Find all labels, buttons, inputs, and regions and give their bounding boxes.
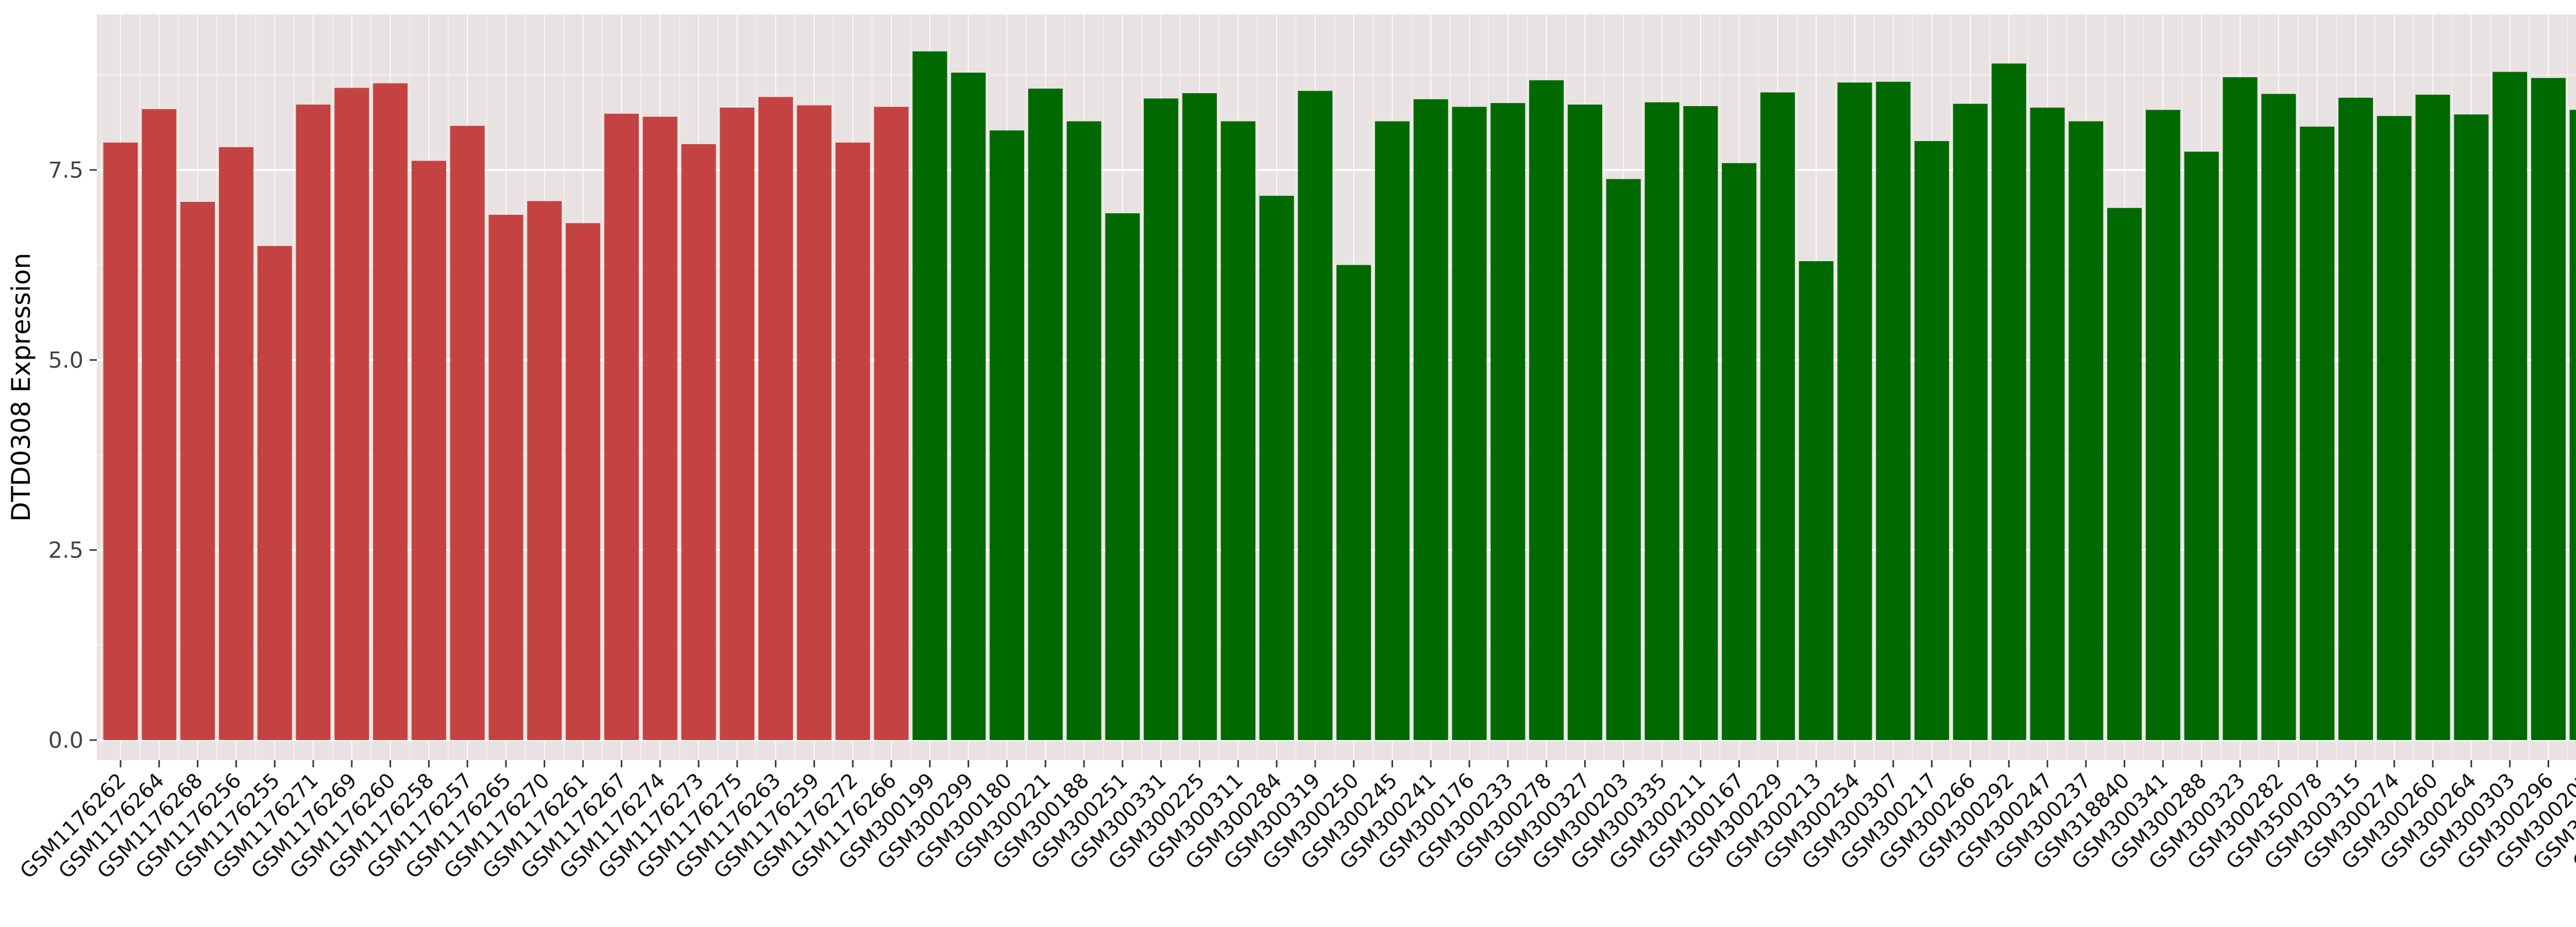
bar-GSM1176256 [218, 147, 253, 741]
bars-group [103, 51, 2576, 741]
bar-GSM1176262 [103, 142, 138, 740]
y-tick-label-2.5: 2.5 [48, 538, 83, 563]
bar-GSM300341 [2145, 110, 2180, 740]
bar-GSM300225 [1182, 93, 1217, 741]
x-axis-labels: GSM1176262GSM1176264GSM1176268GSM1176256… [15, 769, 2576, 884]
bar-GSM300303 [2493, 72, 2528, 741]
bar-GSM1176260 [373, 83, 408, 741]
bar-GSM300284 [1259, 196, 1294, 741]
bar-GSM300331 [1144, 98, 1179, 741]
bar-GSM300264 [2454, 114, 2489, 741]
bar-GSM300207 [2569, 110, 2576, 740]
bar-GSM300188 [1066, 121, 1101, 740]
bar-GSM300274 [2377, 116, 2412, 741]
bar-GSM300245 [1375, 121, 1410, 740]
bar-GSM300213 [1799, 261, 1834, 740]
bar-GSM300327 [1567, 105, 1602, 741]
bar-GSM300203 [1606, 179, 1641, 740]
bar-GSM300176 [1452, 107, 1487, 741]
bar-GSM300251 [1105, 213, 1140, 741]
bar-GSM300335 [1645, 102, 1680, 741]
bar-GSM300307 [1876, 81, 1911, 741]
bar-GSM300229 [1760, 92, 1795, 740]
bar-GSM1176270 [527, 201, 562, 740]
bar-GSM1176263 [758, 97, 793, 741]
y-tick-label-7.5: 7.5 [48, 158, 83, 183]
bar-GSM300221 [1028, 89, 1063, 740]
bar-GSM300250 [1336, 265, 1371, 740]
bar-GSM1176267 [604, 113, 639, 740]
bar-GSM300260 [2415, 94, 2450, 741]
bar-GSM300241 [1413, 99, 1448, 741]
bar-GSM300323 [2223, 77, 2258, 741]
bar-GSM1176258 [411, 161, 446, 741]
bar-GSM1176269 [334, 88, 369, 740]
bar-GSM300315 [2338, 97, 2373, 740]
bar-GSM300266 [1953, 104, 1988, 740]
bar-GSM318840 [2107, 208, 2142, 740]
bar-GSM300180 [989, 130, 1024, 740]
bar-GSM300217 [1914, 141, 1950, 740]
bar-GSM1176264 [142, 109, 177, 740]
bar-GSM1176271 [296, 105, 331, 741]
bar-GSM1176261 [566, 223, 601, 740]
y-axis-title: DTD0308 Expression [6, 253, 36, 522]
bar-GSM300319 [1298, 91, 1333, 741]
bar-GSM300292 [1991, 63, 2026, 741]
bar-GSM300299 [951, 73, 986, 740]
bar-GSM300278 [1529, 80, 1564, 740]
bar-GSM1176266 [874, 107, 909, 741]
bar-GSM300233 [1490, 103, 1526, 740]
bar-GSM1176255 [257, 246, 292, 741]
bar-GSM300199 [912, 51, 947, 740]
axis-ticks [90, 169, 2549, 767]
bar-GSM1176259 [796, 105, 832, 740]
bar-GSM300247 [2030, 107, 2065, 740]
bar-GSM1176265 [488, 215, 523, 741]
y-tick-label-5.0: 5.0 [48, 348, 83, 373]
bar-GSM300167 [1722, 163, 1757, 740]
bar-GSM300288 [2184, 151, 2219, 741]
bar-GSM300282 [2261, 94, 2296, 740]
bar-GSM1176257 [450, 126, 485, 741]
bar-GSM300311 [1221, 121, 1256, 740]
bar-GSM1176268 [180, 201, 215, 741]
bar-GSM350078 [2300, 126, 2335, 740]
bar-GSM1176273 [681, 144, 716, 740]
bar-GSM1176274 [642, 116, 677, 741]
bar-GSM300254 [1837, 82, 1872, 740]
bar-GSM1176275 [720, 107, 755, 740]
bar-GSM300211 [1683, 106, 1718, 741]
bar-GSM1176272 [835, 142, 870, 740]
y-tick-label-0.0: 0.0 [48, 728, 83, 753]
y-axis-labels: 0.0 2.5 5.0 7.5 [48, 158, 83, 753]
bar-GSM300237 [2069, 121, 2104, 740]
bar-GSM300296 [2531, 78, 2566, 740]
